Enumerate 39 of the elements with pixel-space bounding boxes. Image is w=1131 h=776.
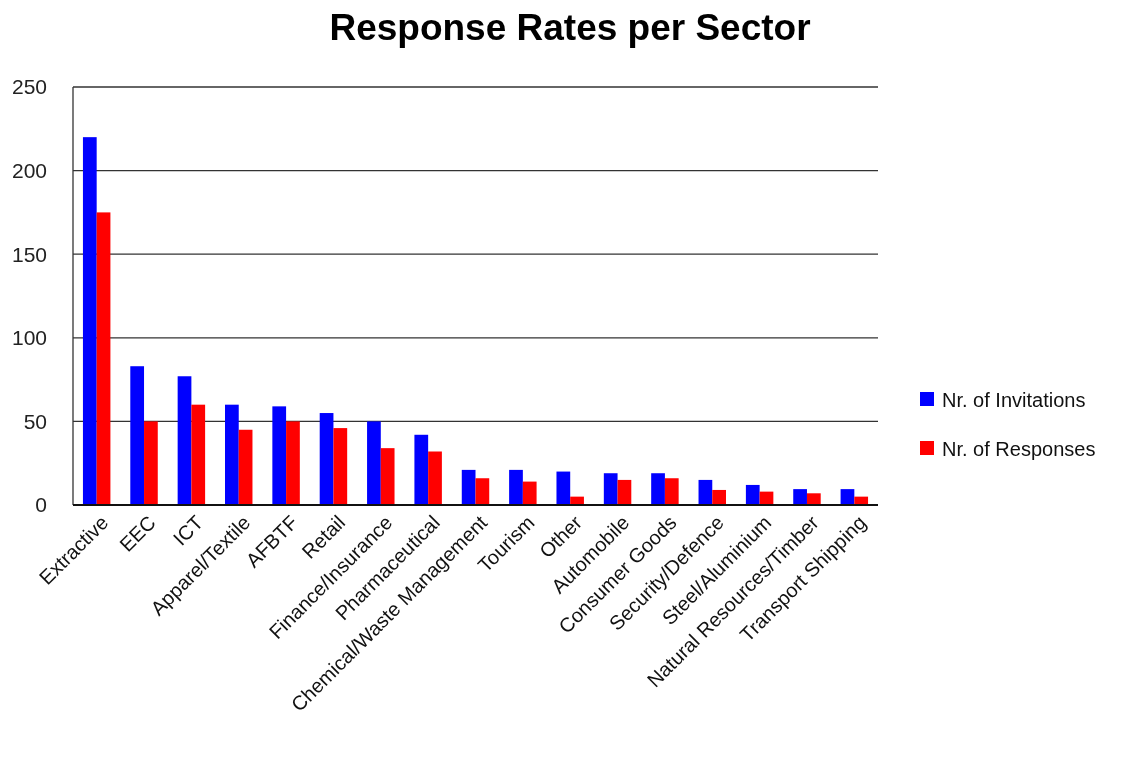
bar (272, 406, 287, 505)
bar (130, 366, 145, 505)
chart-title: Response Rates per Sector (329, 7, 811, 48)
y-tick-label: 200 (11, 158, 47, 182)
bar (191, 404, 206, 505)
bar (144, 421, 158, 505)
bar (522, 481, 537, 505)
bar (712, 489, 726, 505)
bar (428, 451, 442, 505)
bar (509, 469, 523, 505)
bar (380, 448, 395, 505)
bar (82, 137, 97, 505)
bar (367, 421, 381, 505)
bar (414, 434, 429, 505)
bar (556, 471, 571, 505)
bar (806, 493, 821, 505)
bar (745, 484, 760, 505)
bar (617, 479, 632, 505)
bar (475, 478, 490, 505)
bar (96, 212, 111, 505)
y-tick-label: 250 (11, 75, 47, 99)
bar (333, 428, 348, 505)
y-tick-label: 100 (11, 326, 47, 350)
bar (225, 404, 239, 505)
bar (651, 473, 665, 505)
legend-label: Nr. of Invitations (942, 389, 1086, 411)
bar (664, 478, 679, 505)
bar (461, 469, 476, 505)
bar (319, 413, 334, 505)
y-tick-label: 150 (11, 242, 47, 266)
y-tick-label: 50 (23, 409, 47, 433)
bar (603, 473, 618, 505)
bar (177, 376, 192, 505)
bar (286, 421, 300, 505)
y-tick-label: 0 (35, 493, 47, 517)
legend-label: Nr. of Responses (942, 438, 1096, 460)
bar (793, 489, 807, 505)
bar (698, 479, 713, 505)
bar (238, 429, 253, 505)
